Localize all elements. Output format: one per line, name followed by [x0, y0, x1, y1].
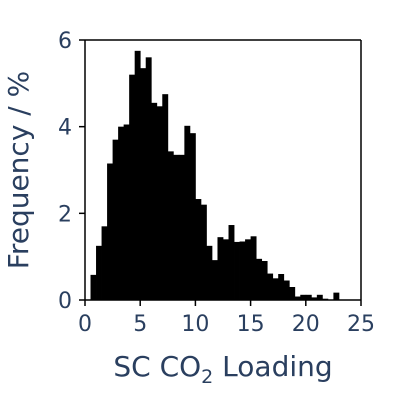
histogram-bar	[129, 74, 136, 300]
y-tick-label: 0	[58, 289, 72, 314]
histogram-bar	[305, 294, 312, 300]
histogram-bar	[140, 68, 147, 300]
histogram-bar	[112, 139, 119, 300]
histogram-bar	[217, 237, 224, 300]
histogram-bar	[311, 297, 318, 300]
histogram-bar	[256, 258, 263, 300]
histogram-bar	[195, 199, 202, 300]
x-axis-ticks: 0 5 10 15 20 25	[78, 300, 375, 337]
histogram-bar	[90, 274, 97, 300]
histogram-bar	[178, 154, 185, 300]
histogram-bar	[289, 287, 296, 300]
x-tick-label: 20	[292, 312, 320, 337]
histogram-bar	[96, 245, 102, 300]
histogram-bar	[184, 125, 191, 300]
histogram-bar	[283, 280, 290, 300]
histogram-bar	[272, 278, 279, 300]
histogram-bar	[200, 204, 207, 300]
y-tick-label: 4	[58, 116, 72, 141]
histogram-bar	[123, 124, 130, 300]
x-axis-title: SC CO2 Loading	[113, 350, 332, 388]
histogram-bar	[145, 57, 152, 300]
x-tick-label: 10	[181, 312, 209, 337]
histogram-bar	[223, 239, 229, 300]
histogram-bar	[267, 273, 274, 300]
histogram-bar	[118, 126, 125, 300]
histogram-bar	[189, 133, 196, 300]
histogram-bar	[333, 292, 340, 300]
histogram-bar	[245, 239, 251, 300]
histogram-bar	[107, 163, 113, 300]
histogram-bar	[250, 236, 257, 300]
histogram-bar	[294, 296, 301, 300]
histogram-bar	[206, 245, 213, 300]
histogram-bar	[261, 261, 268, 300]
x-tick-label: 5	[133, 312, 147, 337]
histogram-bar	[234, 241, 240, 300]
x-axis-title-rest: Loading	[213, 350, 332, 383]
x-tick-label: 15	[237, 312, 265, 337]
histogram-bar	[239, 241, 246, 300]
y-tick-label: 2	[58, 202, 72, 227]
y-axis-title: Frequency / %	[2, 71, 35, 270]
histogram-bar	[228, 225, 235, 300]
histogram-bar	[156, 106, 163, 300]
histogram-bar	[278, 274, 285, 300]
x-tick-label: 0	[78, 312, 92, 337]
y-tick-label: 6	[58, 29, 72, 54]
histogram-bar	[167, 151, 174, 300]
histogram-bars	[90, 50, 340, 300]
histogram-bar	[300, 294, 307, 300]
histogram-bar	[101, 226, 108, 300]
x-tick-label: 25	[347, 312, 375, 337]
histogram-bar	[151, 102, 158, 300]
y-axis-ticks: 0 2 4 6	[58, 29, 85, 314]
x-axis-title-subscript: 2	[201, 366, 213, 388]
x-axis-title-main: SC CO	[113, 350, 201, 383]
histogram-bar	[173, 154, 180, 300]
histogram-bar	[134, 50, 141, 300]
histogram-bar	[162, 94, 169, 300]
histogram-bar	[211, 260, 218, 300]
histogram-bar	[316, 294, 323, 300]
